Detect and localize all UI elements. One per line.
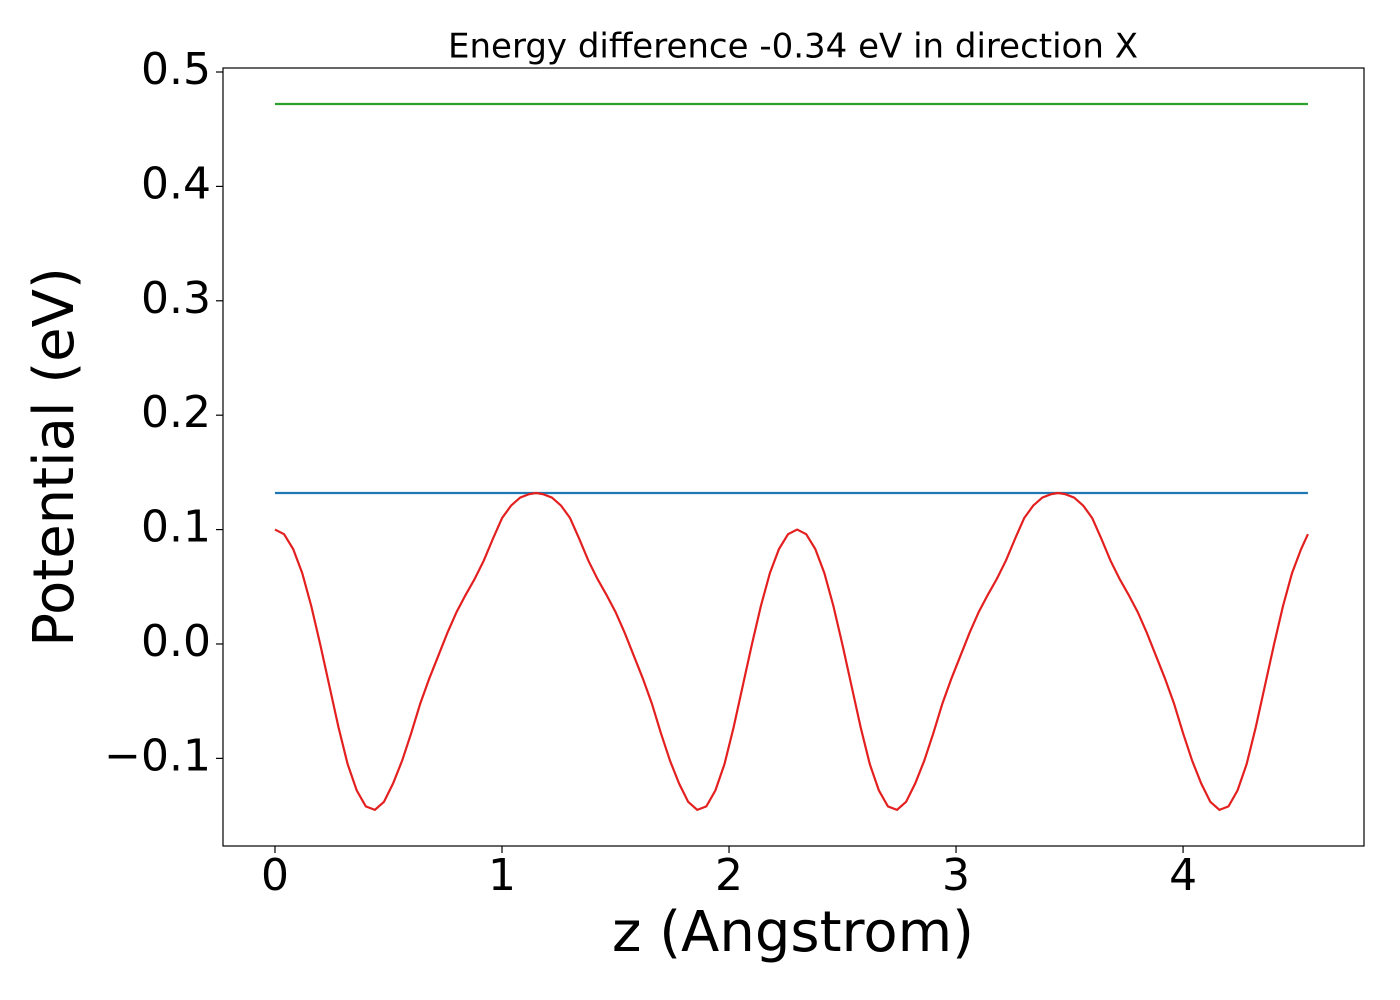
plot-frame [222,67,1365,847]
x-axis-label: z (Angstrom) [612,900,974,965]
x-tick-label: 2 [715,850,743,901]
x-tick-label: 1 [488,850,516,901]
y-tick-label: 0.5 [141,44,211,95]
y-tick-label: 0.0 [141,616,211,667]
x-tick-label: 3 [942,850,970,901]
x-tick-label: 4 [1169,850,1197,901]
y-axis-label: Potential (eV) [22,267,87,647]
y-tick-label: 0.2 [141,387,211,438]
y-tick-label: 0.4 [141,158,211,209]
x-tick-label: 0 [261,850,289,901]
line-series [274,491,1309,812]
y-tick-label: 0.3 [141,273,211,324]
y-tick-label: 0.1 [141,502,211,553]
chart-title: Energy difference -0.34 eV in direction … [448,27,1138,67]
y-tick-label: −0.1 [104,730,211,781]
